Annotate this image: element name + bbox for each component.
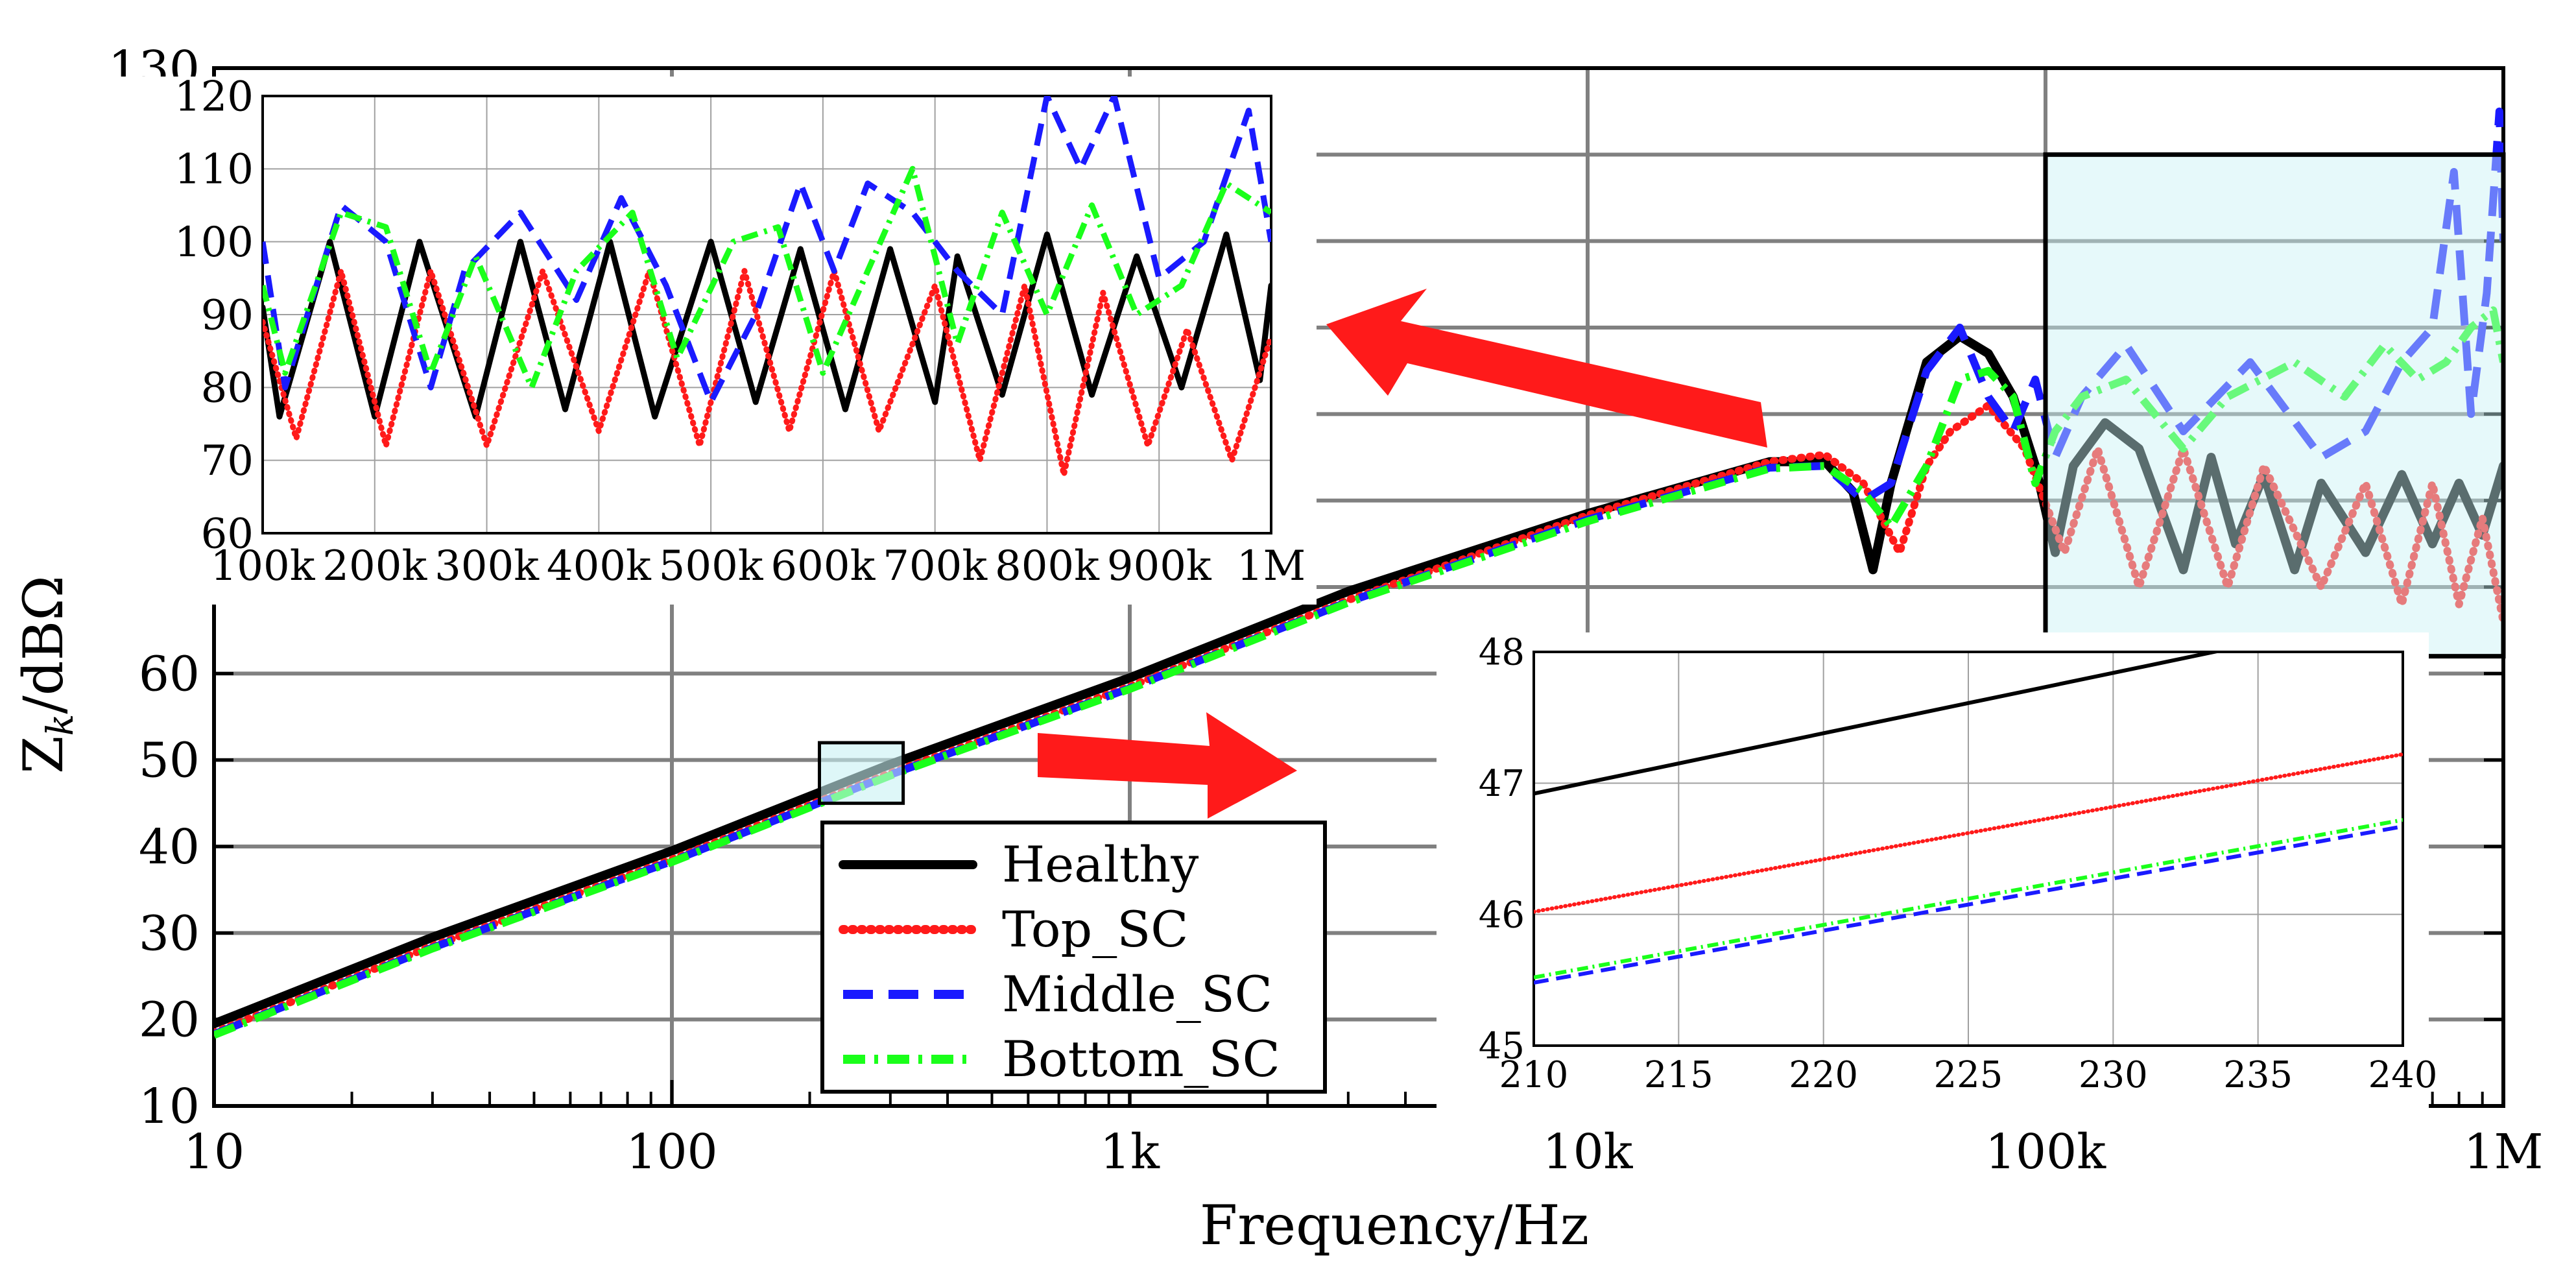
hi-x-tick-label: 600k	[770, 542, 876, 590]
zoom-box-low	[817, 741, 905, 805]
y-axis-title-main: Z	[12, 736, 75, 774]
hi-x-tick-label: 500k	[659, 542, 764, 590]
lo-series-middle-sc	[1534, 824, 2403, 985]
legend-label-bottom-sc: Bottom_SC	[1002, 1030, 1280, 1088]
hi-x-tick-label: 400k	[547, 542, 652, 590]
main-series-bottom-sc	[214, 306, 2503, 1039]
hi-x-tick-label: 800k	[995, 542, 1100, 590]
lo-series-bottom-sc	[1534, 818, 2403, 979]
legend-label-top-sc: Top_SC	[1002, 900, 1188, 958]
y-axis-title-sub: k	[40, 714, 82, 736]
hi-x-tick-label: 1M	[1237, 542, 1306, 590]
y-tick-label: 60	[139, 646, 200, 702]
hi-series-middle-sc	[263, 96, 1271, 405]
hi-y-tick-label: 90	[201, 291, 254, 339]
legend-label-middle-sc: Middle_SC	[1002, 965, 1272, 1023]
lo-x-tick-label: 225	[1934, 1054, 2003, 1096]
hi-x-tick-label: 200k	[322, 542, 427, 590]
hi-y-tick-label: 60	[201, 510, 254, 558]
y-tick-label: 50	[139, 733, 200, 789]
hi-x-tick-label: 100k	[211, 542, 316, 590]
x-tick-label: 1k	[1100, 1124, 1160, 1180]
lo-x-tick-label: 210	[1499, 1054, 1569, 1096]
y-tick-label: 10	[139, 1079, 200, 1135]
x-tick-label: 10	[184, 1124, 244, 1180]
legend-label-healthy: Healthy	[1002, 835, 1199, 893]
hi-y-tick-label: 110	[174, 146, 254, 194]
lo-y-tick-label: 48	[1479, 632, 1525, 674]
main-series-middle-sc	[214, 107, 2503, 1038]
hi-y-tick-label: 100	[174, 219, 254, 267]
lo-inset-background	[1437, 632, 2429, 1117]
hi-x-tick-label: 900k	[1107, 542, 1212, 590]
x-tick-label: 100k	[1985, 1124, 2106, 1180]
lo-x-tick-label: 235	[2223, 1054, 2293, 1096]
lo-series-healthy	[1534, 652, 2224, 796]
lo-y-tick-label: 47	[1479, 763, 1525, 805]
arrow-to-inset-high	[1326, 289, 1767, 448]
lo-x-tick-label: 230	[2079, 1054, 2148, 1096]
hi-series-bottom-sc	[263, 165, 1271, 390]
lo-x-tick-label: 220	[1789, 1054, 1858, 1096]
x-tick-label: 1M	[2464, 1124, 2544, 1180]
x-tick-label: 10k	[1542, 1124, 1633, 1180]
y-tick-label: 30	[139, 906, 200, 961]
y-tick-label: 20	[139, 992, 200, 1048]
hi-y-tick-label: 80	[201, 365, 254, 413]
hi-series-healthy	[263, 231, 1271, 420]
axis-labels: Frequency/Hz Zk/dBΩ	[12, 575, 1589, 1257]
lo-x-tick-label: 240	[2368, 1054, 2438, 1096]
hi-y-tick-label: 120	[174, 73, 254, 121]
y-axis-title: Zk/dBΩ	[12, 575, 82, 774]
hi-x-tick-label: 700k	[883, 542, 988, 590]
inset-high-frequency: 60 70 80 90 100 110 120 100k 200k 300k 400k 500k 600…	[94, 73, 1317, 605]
arrows	[1038, 289, 1767, 819]
lo-frame	[1532, 651, 2404, 1047]
main-series-healthy	[214, 331, 2503, 1029]
y-axis-title-rest: /dBΩ	[12, 575, 75, 714]
lo-series-top-sc	[1534, 752, 2403, 914]
hi-x-tick-label: 300k	[435, 542, 540, 590]
lo-y-tick-label: 46	[1479, 894, 1525, 936]
x-tick-label: 100	[626, 1124, 717, 1180]
zoom-box-high	[2043, 152, 2506, 659]
zoom-boxes	[817, 152, 2506, 805]
x-axis-title: Frequency/Hz	[1200, 1194, 1589, 1257]
y-tick-label: 40	[139, 819, 200, 875]
hi-y-tick-label: 70	[201, 437, 254, 485]
lo-y-tick-label: 45	[1479, 1026, 1525, 1068]
arrow-to-inset-low	[1038, 712, 1297, 819]
legend: Healthy Top_SC Middle_SC Bottom_SC	[820, 821, 1327, 1094]
lo-x-tick-label: 215	[1644, 1054, 1713, 1096]
inset-low-frequency: 45 46 47 48 210 215 220 225 230 235 240	[1437, 632, 2438, 1117]
